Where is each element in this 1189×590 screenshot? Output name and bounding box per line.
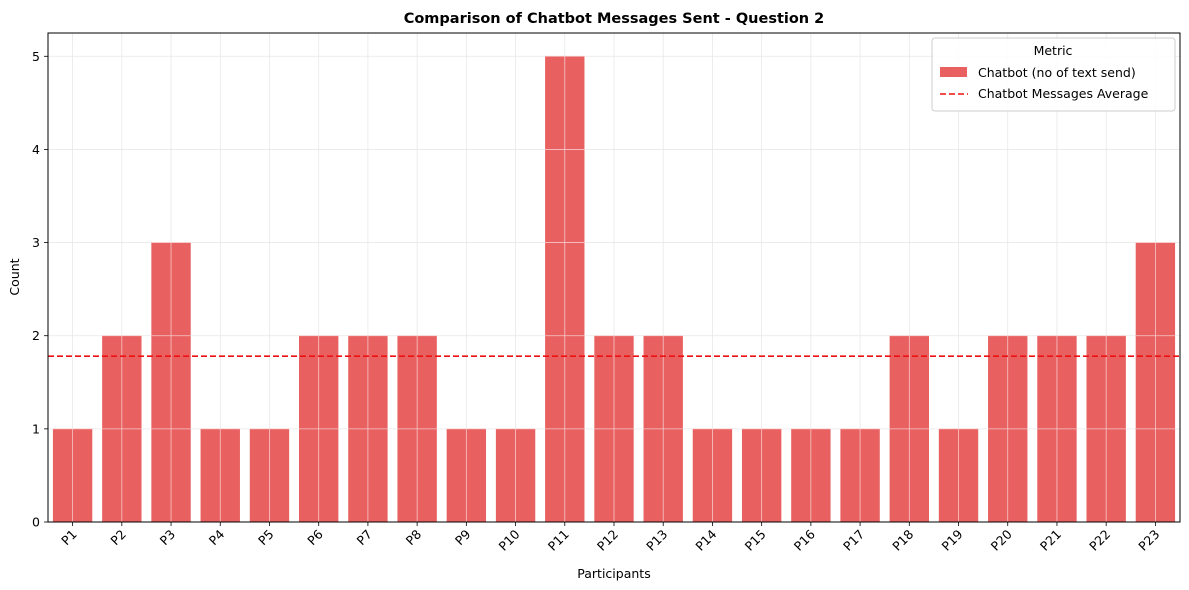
y-tick-label: 5	[32, 49, 40, 64]
legend-box	[931, 37, 1176, 112]
y-tick-label: 2	[32, 328, 40, 343]
x-axis-label: Participants	[577, 566, 650, 581]
y-axis-label: Count	[7, 258, 22, 295]
y-tick-label: 1	[32, 421, 40, 436]
legend-label-bar: Chatbot (no of text send)	[978, 65, 1136, 80]
y-tick-label: 4	[32, 142, 40, 157]
legend: Metric Chatbot (no of text send) Chatbot…	[931, 37, 1176, 112]
legend-title: Metric	[1034, 43, 1073, 58]
y-axis-ticks: 0 1 2 3 4 5	[32, 49, 48, 530]
legend-swatch-bar	[940, 67, 967, 77]
y-tick-label: 0	[32, 515, 40, 530]
chart-title: Comparison of Chatbot Messages Sent - Qu…	[404, 11, 825, 27]
legend-label-average: Chatbot Messages Average	[978, 86, 1149, 101]
y-tick-label: 3	[32, 235, 40, 250]
bar-grid-overlay	[52, 55, 1176, 522]
